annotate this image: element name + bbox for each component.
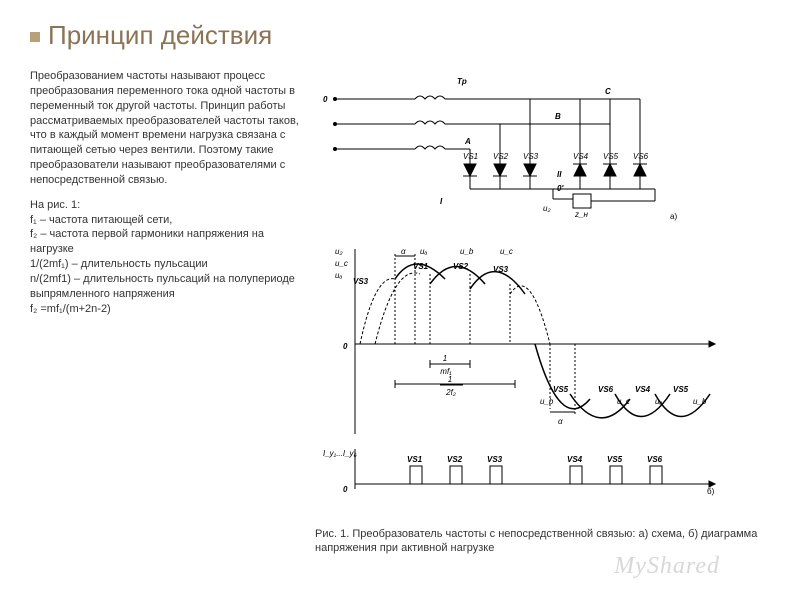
pulse-vs1: VS1 (407, 455, 423, 464)
uc-2: u_c (617, 397, 630, 406)
node-ii: II (557, 170, 562, 179)
wave-vs5a: VS5 (553, 385, 569, 394)
axis-zero-1: 0 (343, 342, 348, 351)
para2-line-3: n/(2mf1) – длительность пульсаций на пол… (30, 272, 300, 302)
frac2-top: 1 (448, 375, 452, 384)
node-c: C (605, 87, 611, 96)
node-0p: 0' (557, 184, 564, 193)
wave-vs3a: VS3 (353, 277, 369, 286)
axis-zero-2: 0 (343, 485, 348, 494)
node-0: 0 (323, 95, 328, 104)
pulse-vs5: VS5 (607, 455, 623, 464)
para2-line-0: f₁ – частота питающей сети, (30, 213, 300, 228)
part-b-label: б) (707, 487, 715, 496)
waveform-diagram: u₂ u_c uₐ 0 I_у₁...I_у₆ 0 VS3 VS1 VS2 VS… (315, 234, 735, 514)
watermark: MyShared (614, 553, 720, 580)
zn-label: z_н (574, 210, 588, 219)
axis-ua: uₐ (335, 271, 342, 280)
u2-label: u₂ (543, 204, 551, 213)
alpha-bot: α (558, 417, 563, 426)
axis-iy: I_у₁...I_у₆ (323, 449, 358, 458)
uc-1: u_c (500, 247, 513, 256)
vs1-label: VS1 (463, 152, 478, 161)
vs5-label: VS5 (603, 152, 619, 161)
part-a-label: а) (670, 212, 677, 221)
content-row: Преобразованием частоты называют процесс… (30, 69, 770, 556)
para2-line-4: f₂ =mf₁/(m+2n-2) (30, 302, 300, 317)
node-a: A (464, 137, 471, 146)
frac2-bot: 2f₂ (445, 388, 456, 397)
wave-vs4: VS4 (635, 385, 651, 394)
para2-line-2: 1/(2mf₁) – длительность пульсации (30, 257, 300, 272)
figure-column: Tp C B A I II 0 0' VS1 VS2 VS3 VS4 VS5 V… (315, 69, 770, 556)
figure-caption: Рис. 1. Преобразователь частоты с непоср… (315, 527, 770, 556)
para2-intro: На рис. 1: (30, 198, 300, 213)
vs3-label: VS3 (523, 152, 539, 161)
ub-2: u_b (540, 397, 554, 406)
para2-line-1: f₂ – частота первой гармоники напряжения… (30, 227, 300, 257)
vs6-label: VS6 (633, 152, 649, 161)
frac1-top: 1 (443, 354, 447, 363)
wave-vs5b: VS5 (673, 385, 689, 394)
ua-2: uₐ (655, 397, 662, 406)
ub-1: u_b (460, 247, 474, 256)
title-text: Принцип действия (48, 20, 272, 50)
pulse-vs3: VS3 (487, 455, 503, 464)
title-bullet-icon (30, 32, 40, 42)
circuit-diagram: Tp C B A I II 0 0' VS1 VS2 VS3 VS4 VS5 V… (315, 69, 735, 224)
ua-1: uₐ (420, 247, 427, 256)
pulse-vs4: VS4 (567, 455, 583, 464)
axis-u2: u₂ (335, 247, 343, 256)
ub-3: u_b (693, 397, 707, 406)
pulse-vs2: VS2 (447, 455, 463, 464)
node-tp: Tp (457, 77, 467, 86)
alpha-top: α (401, 247, 406, 256)
node-i: I (440, 197, 443, 206)
axis-uc: u_c (335, 259, 348, 268)
wave-vs1: VS1 (413, 262, 429, 271)
paragraph-2: На рис. 1: f₁ – частота питающей сети, f… (30, 198, 300, 317)
wave-vs2: VS2 (453, 262, 469, 271)
wave-vs3b: VS3 (493, 265, 509, 274)
wave-vs6: VS6 (598, 385, 614, 394)
node-b: B (555, 112, 561, 121)
vs2-label: VS2 (493, 152, 509, 161)
paragraph-1: Преобразованием частоты называют процесс… (30, 69, 300, 188)
page-title: Принцип действия (30, 20, 770, 51)
pulse-vs6: VS6 (647, 455, 663, 464)
text-column: Преобразованием частоты называют процесс… (30, 69, 300, 556)
vs4-label: VS4 (573, 152, 589, 161)
